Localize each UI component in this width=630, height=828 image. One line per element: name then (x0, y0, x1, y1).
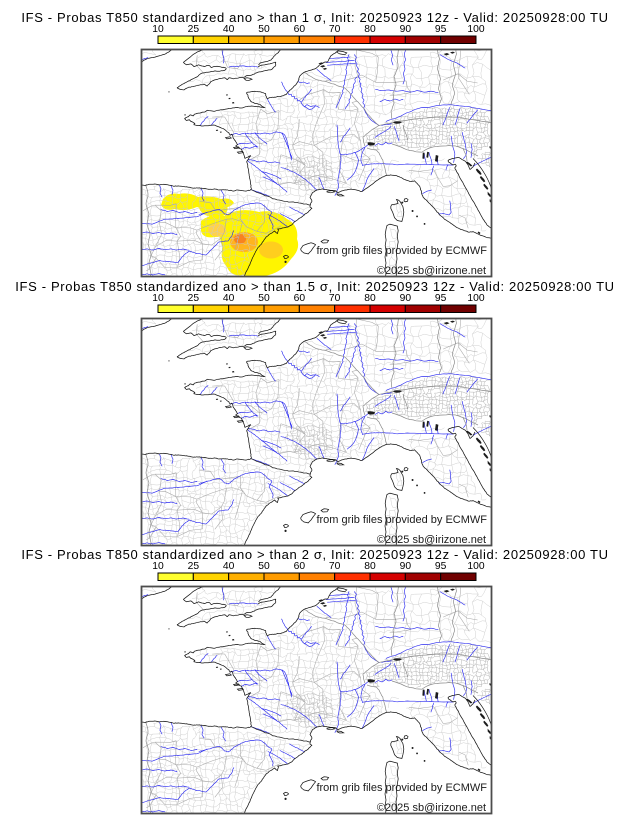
svg-text:70: 70 (329, 561, 341, 572)
svg-text:50: 50 (258, 293, 270, 304)
svg-text:90: 90 (400, 24, 412, 35)
svg-text:IFS - Probas T850 standardize: IFS - Probas T850 standardized ano > tha… (21, 547, 608, 562)
svg-text:50: 50 (258, 561, 270, 572)
svg-text:IFS - Probas T850 standardize: IFS - Probas T850 standardized ano > tha… (15, 279, 614, 294)
svg-text:60: 60 (294, 24, 306, 35)
svg-text:90: 90 (400, 293, 412, 304)
svg-text:80: 80 (364, 24, 376, 35)
svg-text:100: 100 (467, 293, 484, 304)
svg-text:60: 60 (294, 293, 306, 304)
svg-text:10: 10 (152, 293, 164, 304)
svg-text:95: 95 (435, 561, 447, 572)
svg-text:60: 60 (294, 561, 306, 572)
svg-text:50: 50 (258, 24, 270, 35)
svg-text:25: 25 (188, 24, 200, 35)
svg-text:10: 10 (152, 24, 164, 35)
svg-text:10: 10 (152, 561, 164, 572)
svg-text:90: 90 (400, 561, 412, 572)
svg-text:IFS - Probas T850 standardize: IFS - Probas T850 standardized ano > tha… (21, 10, 608, 25)
svg-text:80: 80 (364, 293, 376, 304)
svg-text:25: 25 (188, 293, 200, 304)
svg-text:70: 70 (329, 293, 341, 304)
svg-text:25: 25 (188, 561, 200, 572)
svg-text:40: 40 (223, 293, 235, 304)
svg-text:80: 80 (364, 561, 376, 572)
svg-text:100: 100 (467, 24, 484, 35)
svg-text:100: 100 (467, 561, 484, 572)
svg-text:95: 95 (435, 24, 447, 35)
svg-text:95: 95 (435, 293, 447, 304)
svg-text:40: 40 (223, 24, 235, 35)
svg-text:70: 70 (329, 24, 341, 35)
svg-text:40: 40 (223, 561, 235, 572)
